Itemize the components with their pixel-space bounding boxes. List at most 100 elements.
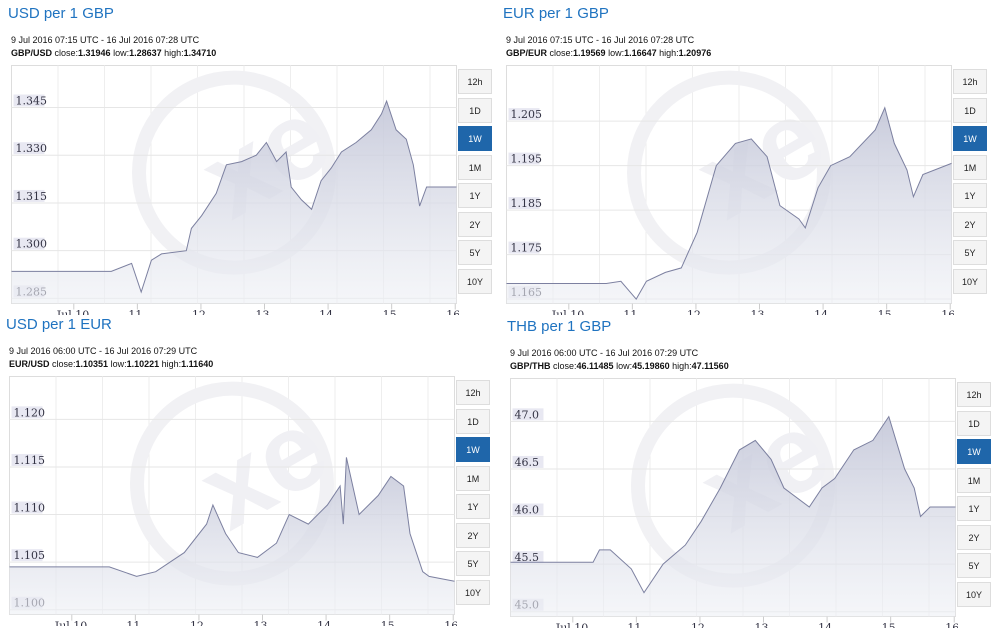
- range-button-1m[interactable]: 1M: [957, 467, 991, 493]
- range-button-1d[interactable]: 1D: [957, 410, 991, 436]
- high-value: 1.20976: [678, 48, 712, 58]
- chart-panel: USD per 1 EUR 9 Jul 2016 06:00 UTC - 16 …: [6, 316, 501, 631]
- y-tick-bg: [11, 406, 43, 419]
- x-tick-label: 13: [254, 620, 268, 627]
- range-button-10y[interactable]: 10Y: [957, 581, 991, 607]
- x-tick-label: 16: [941, 309, 954, 316]
- y-tick-bg: [11, 453, 43, 466]
- high-value: 1.34710: [183, 48, 217, 58]
- area-fill: [9, 457, 455, 615]
- x-tick-label: 12: [691, 622, 705, 629]
- range-button-2y[interactable]: 2Y: [456, 522, 490, 548]
- rate-summary: EUR/USD close:1.10351 low:1.10221 high:1…: [9, 359, 214, 369]
- range-button-2y[interactable]: 2Y: [458, 211, 492, 237]
- range-button-1d[interactable]: 1D: [953, 97, 987, 123]
- range-button-5y[interactable]: 5Y: [458, 240, 492, 265]
- range-button-1m[interactable]: 1M: [456, 465, 490, 491]
- area-fill: [506, 107, 952, 304]
- chart-title: USD per 1 EUR: [6, 316, 112, 333]
- y-tick-label: 1.345: [16, 95, 48, 108]
- x-tick-label: Jul 10: [54, 620, 88, 627]
- area-fill: [11, 101, 457, 304]
- range-button-10y[interactable]: 10Y: [458, 268, 492, 294]
- y-tick-bg: [11, 549, 43, 562]
- x-tick-label: 14: [319, 309, 333, 316]
- x-tick-label: 14: [317, 620, 331, 627]
- range-button-12h[interactable]: 12h: [456, 380, 490, 405]
- series-line: [506, 106, 952, 300]
- date-range: 9 Jul 2016 06:00 UTC - 16 Jul 2016 07:29…: [9, 346, 198, 356]
- chart-panel: EUR per 1 GBP 9 Jul 2016 07:15 UTC - 16 …: [503, 5, 998, 320]
- range-button-1m[interactable]: 1M: [458, 154, 492, 180]
- range-button-5y[interactable]: 5Y: [957, 553, 991, 578]
- range-button-1d[interactable]: 1D: [456, 408, 490, 434]
- range-button-5y[interactable]: 5Y: [953, 240, 987, 265]
- range-buttons: 12h 1D 1W 1M 1Y 2Y 5Y 10Y: [456, 380, 490, 608]
- range-buttons: 12h 1D 1W 1M 1Y 2Y 5Y 10Y: [458, 69, 492, 297]
- range-buttons: 12h 1D 1W 1M 1Y 2Y 5Y 10Y: [957, 382, 991, 610]
- x-tick-label: 16: [446, 309, 459, 316]
- chart-panel: USD per 1 GBP 9 Jul 2016 07:15 UTC - 16 …: [8, 5, 503, 320]
- y-tick-label: 1.120: [14, 406, 46, 419]
- x-tick-label: 11: [126, 620, 140, 627]
- range-button-12h[interactable]: 12h: [458, 69, 492, 94]
- y-tick-label: 1.105: [14, 549, 46, 562]
- series-line: [11, 99, 457, 294]
- y-tick-bg: [508, 197, 540, 210]
- range-button-10y[interactable]: 10Y: [456, 579, 490, 605]
- y-tick-label: 1.185: [511, 197, 543, 210]
- date-range: 9 Jul 2016 07:15 UTC - 16 Jul 2016 07:28…: [506, 35, 695, 45]
- y-tick-bg: [512, 455, 544, 468]
- x-tick-label: 12: [192, 309, 206, 316]
- y-tick-bg: [508, 108, 540, 121]
- y-tick-bg: [512, 408, 544, 421]
- range-button-10y[interactable]: 10Y: [953, 268, 987, 294]
- rate-summary: GBP/EUR close:1.19569 low:1.16647 high:1…: [506, 48, 712, 58]
- pair: GBP/USD: [11, 48, 53, 58]
- pair: GBP/THB: [510, 361, 551, 371]
- x-tick-label: 11: [623, 309, 637, 316]
- range-button-1w[interactable]: 1W: [957, 439, 991, 464]
- range-button-1y[interactable]: 1Y: [953, 183, 987, 208]
- y-tick-label: 1.300: [16, 238, 48, 251]
- area-fill: [510, 416, 956, 617]
- chart-panel: THB per 1 GBP 9 Jul 2016 06:00 UTC - 16 …: [507, 318, 1000, 633]
- range-button-1y[interactable]: 1Y: [957, 496, 991, 521]
- y-tick-label: 1.175: [511, 242, 543, 255]
- range-button-5y[interactable]: 5Y: [456, 551, 490, 576]
- x-tick-label: 14: [818, 622, 832, 629]
- range-button-2y[interactable]: 2Y: [953, 211, 987, 237]
- range-button-1w[interactable]: 1W: [456, 437, 490, 462]
- x-tick-label: 12: [687, 309, 701, 316]
- range-button-12h[interactable]: 12h: [953, 69, 987, 94]
- y-tick-label: 46.5: [515, 456, 540, 469]
- chart-title: USD per 1 GBP: [8, 5, 114, 22]
- y-tick-bg: [512, 503, 544, 516]
- range-button-1w[interactable]: 1W: [458, 126, 492, 151]
- y-tick-label: 1.315: [16, 190, 48, 203]
- date-range: 9 Jul 2016 06:00 UTC - 16 Jul 2016 07:29…: [510, 348, 699, 358]
- pair: GBP/EUR: [506, 48, 548, 58]
- range-button-1w[interactable]: 1W: [953, 126, 987, 151]
- chart-title: EUR per 1 GBP: [503, 5, 609, 22]
- range-button-12h[interactable]: 12h: [957, 382, 991, 407]
- rate-summary: GBP/USD close:1.31946 low:1.28637 high:1…: [11, 48, 217, 58]
- low-value: 1.10221: [126, 359, 160, 369]
- range-button-1d[interactable]: 1D: [458, 97, 492, 123]
- x-tick-label: 15: [381, 620, 395, 627]
- range-button-1y[interactable]: 1Y: [458, 183, 492, 208]
- y-tick-bg: [13, 94, 45, 107]
- x-tick-label: 15: [383, 309, 397, 316]
- range-button-1m[interactable]: 1M: [953, 154, 987, 180]
- y-tick-label: 1.115: [14, 454, 46, 467]
- series-line: [510, 415, 956, 594]
- date-range: 9 Jul 2016 07:15 UTC - 16 Jul 2016 07:28…: [11, 35, 200, 45]
- x-tick-label: 11: [627, 622, 641, 629]
- range-button-1y[interactable]: 1Y: [456, 494, 490, 519]
- x-tick-label: 16: [444, 620, 457, 627]
- y-tick-bg: [13, 189, 45, 202]
- chart-title: THB per 1 GBP: [507, 318, 612, 335]
- range-button-2y[interactable]: 2Y: [957, 524, 991, 550]
- high-value: 47.11560: [691, 361, 729, 371]
